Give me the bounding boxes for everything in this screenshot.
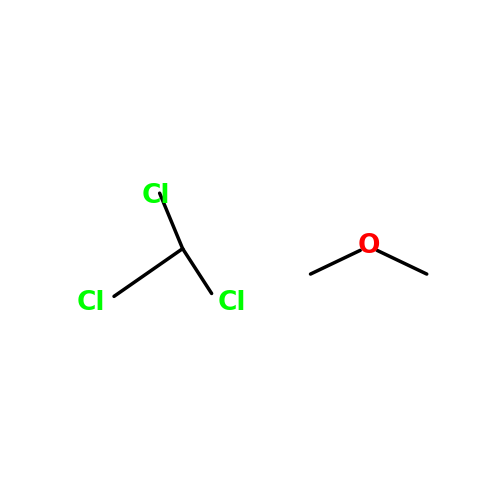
Text: O: O (358, 234, 380, 260)
Text: Cl: Cl (76, 290, 105, 316)
Text: Cl: Cl (142, 183, 170, 209)
Text: Cl: Cl (218, 290, 246, 316)
